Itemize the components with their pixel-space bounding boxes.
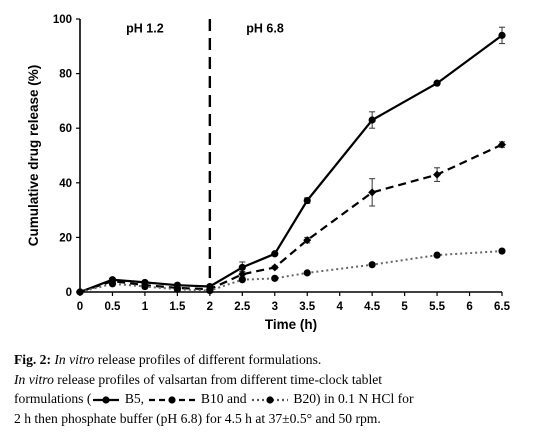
x-tick-label: 6 bbox=[466, 301, 472, 313]
caption-fig-label: Fig. 2: bbox=[14, 352, 51, 367]
data-point bbox=[303, 269, 311, 277]
data-point bbox=[271, 274, 279, 282]
data-point bbox=[76, 288, 84, 296]
x-tick-label: 5 bbox=[401, 301, 408, 313]
x-tick-label: 1 bbox=[142, 301, 149, 313]
caption-line3-pre: formulations ( bbox=[14, 391, 92, 406]
y-tick-label: 0 bbox=[66, 287, 72, 299]
legend-label-b5: B5, bbox=[124, 391, 145, 406]
data-point bbox=[303, 236, 312, 245]
caption-line-2: In vitro release profiles of valsartan f… bbox=[14, 370, 534, 390]
x-tick-label: 4 bbox=[336, 301, 343, 313]
y-axis-label: Cumulative drug release (%) bbox=[26, 65, 41, 247]
x-tick-label: 2.5 bbox=[234, 301, 251, 313]
legend-symbol-b10 bbox=[149, 396, 196, 404]
legend-symbol-b5 bbox=[93, 396, 120, 404]
series-b10 bbox=[76, 140, 506, 296]
y-tick-label: 100 bbox=[53, 14, 72, 26]
x-tick-label: 3.5 bbox=[299, 301, 316, 313]
x-tick-label: 1.5 bbox=[169, 301, 186, 313]
x-axis-label: Time (h) bbox=[265, 317, 317, 332]
figure-caption: Fig. 2: In vitro release profiles of dif… bbox=[14, 350, 534, 428]
data-point bbox=[498, 247, 506, 255]
y-tick-label: 60 bbox=[59, 123, 72, 135]
data-point bbox=[433, 79, 441, 87]
data-point bbox=[433, 251, 441, 259]
chart-axes: 0 0.5 1 1.5 2 2.5 3 3.5 4 4.5 5 5.5 6 6.5 0 20 40 60 80 100… bbox=[26, 14, 511, 332]
caption-line2-rest: release profiles of valsartan from diffe… bbox=[53, 371, 383, 387]
legend-label-b20: B20) in 0.1 N HCl for bbox=[293, 391, 414, 406]
series-b20 bbox=[76, 247, 506, 296]
data-point bbox=[498, 140, 506, 149]
data-point bbox=[173, 285, 181, 293]
caption-line2-italic: In vitro bbox=[14, 371, 54, 387]
x-tick-label: 6.5 bbox=[494, 301, 511, 313]
data-point bbox=[238, 276, 246, 284]
data-point bbox=[433, 170, 442, 179]
data-point bbox=[498, 31, 506, 39]
caption-line-4: 2 h then phosphate buffer (pH 6.8) for 4… bbox=[14, 409, 534, 429]
x-tick-label: 5.5 bbox=[429, 301, 446, 313]
data-point bbox=[368, 188, 377, 197]
y-tick-label: 40 bbox=[59, 178, 72, 190]
series-layer bbox=[76, 26, 506, 296]
ph-annotation: pH 6.8 bbox=[246, 22, 284, 36]
data-point bbox=[238, 263, 246, 272]
x-tick-label: 0 bbox=[77, 301, 83, 313]
ph-annotations: pH 1.2 pH 6.8 bbox=[126, 22, 284, 36]
x-tick-label: 2 bbox=[207, 301, 213, 313]
x-tick-label: 0.5 bbox=[104, 301, 121, 313]
legend-symbol-b20 bbox=[251, 396, 288, 404]
ph-annotation: pH 1.2 bbox=[126, 22, 164, 36]
caption-title-line: Fig. 2: In vitro release profiles of dif… bbox=[14, 350, 534, 370]
data-point bbox=[368, 116, 376, 124]
data-point bbox=[271, 250, 279, 258]
data-point bbox=[303, 196, 311, 205]
data-point bbox=[141, 282, 149, 291]
legend-label-b10: B10 and bbox=[200, 391, 247, 406]
y-tick-label: 80 bbox=[59, 69, 72, 81]
caption-line-3: formulations ( B5, B10 and B20) in 0.1 N… bbox=[14, 389, 534, 409]
caption-title-italic: In vitro bbox=[54, 352, 95, 367]
data-point bbox=[108, 280, 117, 288]
x-tick-label: 3 bbox=[272, 301, 278, 313]
data-point bbox=[270, 263, 279, 272]
caption-title-rest: release profiles of different formulatio… bbox=[94, 352, 322, 367]
series-line-b10 bbox=[79, 143, 503, 294]
data-point bbox=[238, 270, 247, 279]
data-point bbox=[368, 261, 376, 269]
release-profile-chart: 0 0.5 1 1.5 2 2.5 3 3.5 4 4.5 5 5.5 6 6.5 0 20 40 60 80 100… bbox=[26, 14, 511, 332]
data-point bbox=[206, 287, 214, 295]
y-tick-label: 20 bbox=[59, 232, 72, 244]
x-tick-label: 4.5 bbox=[364, 301, 381, 313]
caption-line4: 2 h then phosphate buffer (pH 6.8) for 4… bbox=[14, 410, 381, 426]
